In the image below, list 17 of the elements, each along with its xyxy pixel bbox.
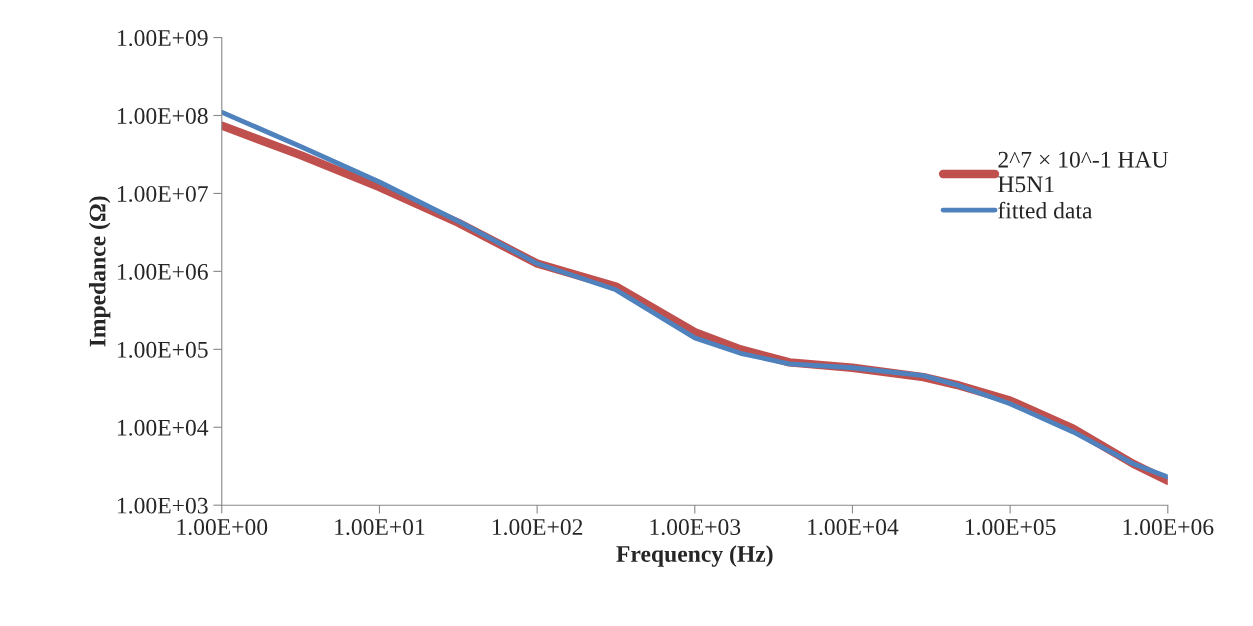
legend-label: fitted data <box>998 201 1093 219</box>
x-tick-label: 1.00E+00 <box>177 519 268 536</box>
y-tick-label: 1.00E+06 <box>118 263 208 280</box>
y-tick-label: 1.00E+09 <box>118 30 208 47</box>
x-tick-label: 1.00E+02 <box>492 519 583 536</box>
y-tick-label: 1.00E+08 <box>118 107 208 125</box>
y-axis-title: Impedance (Ω) <box>88 196 111 347</box>
x-axis-title: Frequency (Hz) <box>616 545 773 567</box>
x-tick-label: 1.00E+03 <box>650 519 741 536</box>
x-tick-label: 1.00E+05 <box>965 519 1056 536</box>
y-tick-label: 1.00E+07 <box>118 185 208 202</box>
x-tick-label: 1.00E+06 <box>1123 519 1214 536</box>
x-tick-label: 1.00E+01 <box>335 519 425 536</box>
y-tick-label: 1.00E+05 <box>118 341 208 358</box>
y-tick-label: 1.00E+03 <box>118 497 208 514</box>
x-tick-label: 1.00E+04 <box>808 519 899 536</box>
y-tick-label: 1.00E+04 <box>118 419 209 436</box>
